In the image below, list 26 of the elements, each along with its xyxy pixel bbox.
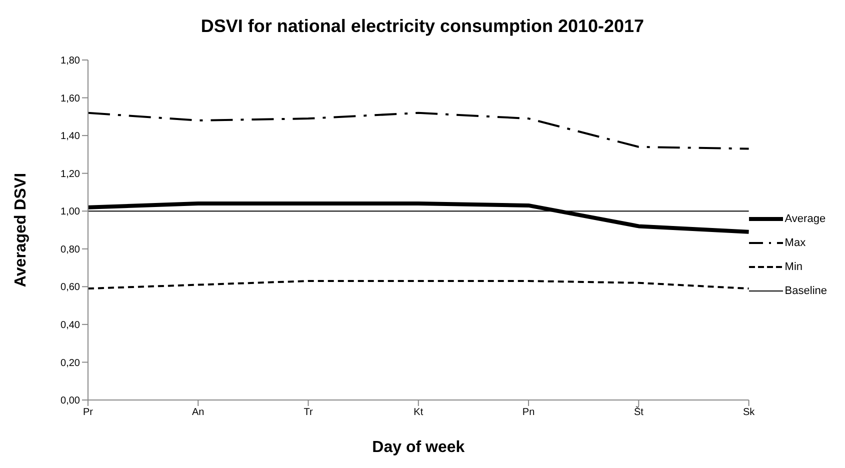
y-tick-label: 0,80	[60, 244, 80, 256]
line-series	[87, 112, 750, 150]
line-series	[86, 202, 751, 234]
y-tick-label: 0,60	[60, 282, 80, 294]
y-tick-label: 1,80	[60, 56, 80, 67]
x-tick-label: An	[192, 407, 204, 418]
y-tick-label: 1,20	[60, 168, 80, 180]
legend-label: Max	[784, 237, 806, 249]
x-tick-label: Kt	[414, 407, 424, 418]
y-tick-label: 1,60	[60, 93, 80, 104]
x-tick-label: Tr	[304, 407, 314, 418]
chart-title: DSVI for national electricity consumption 2010-2017	[200, 15, 646, 38]
x-tick-label: Št	[634, 406, 644, 418]
legend-label: Min	[784, 261, 803, 273]
legend-label: Baseline	[784, 285, 827, 297]
y-tick-label: 0,00	[60, 396, 80, 407]
y-axis-title: Averaged DSVI	[12, 172, 30, 288]
y-tick-label: 0,40	[60, 320, 80, 331]
y-tick-label: 1,40	[60, 131, 80, 142]
y-tick-label: 0,20	[60, 358, 80, 369]
legend-label: Average	[784, 213, 826, 225]
x-tick-label: Sk	[742, 407, 756, 418]
y-tick-label: 1,00	[60, 206, 80, 218]
x-axis-title: Day of week	[372, 439, 465, 456]
x-tick-label: Pr	[83, 407, 94, 418]
x-tick-label: Pn	[522, 407, 535, 418]
